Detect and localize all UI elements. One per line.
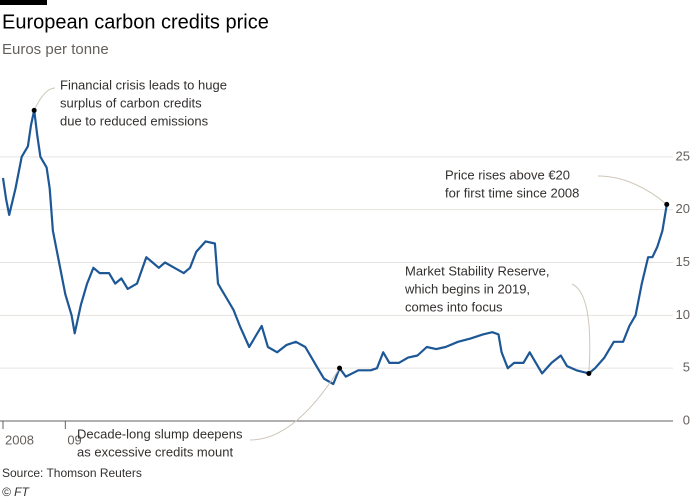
annotation: Price rises above €20 xyxy=(445,167,570,182)
x-tick-label: 2008 xyxy=(5,432,34,447)
source: Source: Thomson Reuters xyxy=(2,466,142,480)
annotation: for first time since 2008 xyxy=(445,185,579,200)
chart-title: European carbon credits price xyxy=(2,11,269,33)
y-tick-label: 10 xyxy=(676,307,690,322)
annotation: surplus of carbon credits xyxy=(60,95,202,110)
brand-bar xyxy=(0,0,47,5)
leader-line xyxy=(597,175,668,205)
annotation: due to reduced emissions xyxy=(60,113,209,128)
annotation: comes into focus xyxy=(405,299,503,314)
annotation-dot xyxy=(31,107,37,113)
y-tick-label: 25 xyxy=(676,148,690,163)
annotation: Market Stability Reserve, xyxy=(405,263,550,278)
leader-line xyxy=(33,87,56,111)
annotation: as excessive credits mount xyxy=(77,444,233,459)
annotation-dot xyxy=(586,370,592,376)
annotation-dot xyxy=(337,365,343,371)
annotation-dot xyxy=(664,201,670,207)
leader-line xyxy=(571,283,591,374)
y-tick-label: 5 xyxy=(683,360,690,375)
y-tick-label: 20 xyxy=(676,201,690,216)
annotation: which begins in 2019, xyxy=(404,281,530,296)
y-tick-label: 15 xyxy=(676,254,690,269)
leader-line xyxy=(249,367,340,441)
x-tick-label: 09 xyxy=(67,432,81,447)
credit: © FT xyxy=(2,485,31,499)
annotation: Financial crisis leads to huge xyxy=(60,77,227,92)
y-tick-label: 0 xyxy=(683,412,690,427)
chart-subtitle: Euros per tonne xyxy=(2,41,109,58)
annotation: Decade-long slump deepens xyxy=(77,426,243,441)
price-line xyxy=(1,109,668,386)
